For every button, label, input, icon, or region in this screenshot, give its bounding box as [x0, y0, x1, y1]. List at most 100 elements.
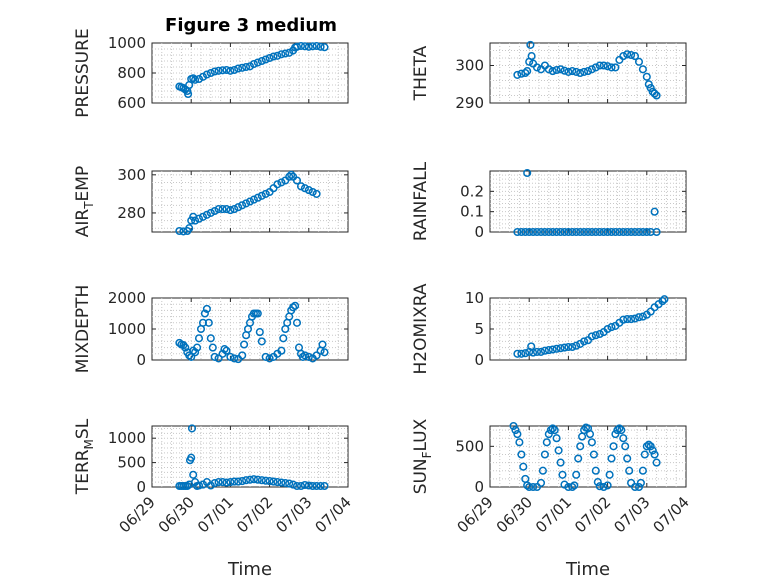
grid — [152, 298, 348, 360]
data-series — [175, 424, 329, 491]
data-point — [292, 176, 302, 185]
y-axis-label: TERRMSL — [73, 418, 96, 495]
data-point — [607, 227, 616, 237]
data-point — [175, 338, 184, 347]
data-point — [648, 446, 657, 455]
data-point — [536, 478, 546, 487]
data-series — [175, 301, 329, 364]
data-point — [292, 481, 302, 491]
data-point — [304, 352, 313, 361]
grid — [152, 171, 348, 232]
data-point — [556, 65, 565, 74]
data-point — [312, 481, 321, 491]
data-point — [642, 442, 651, 451]
data-point — [623, 50, 632, 59]
data-point — [249, 59, 258, 69]
data-point — [564, 342, 573, 352]
data-point — [261, 189, 270, 198]
data-point — [513, 227, 522, 237]
data-point — [289, 480, 298, 489]
data-point — [623, 454, 632, 463]
data-point — [320, 348, 329, 357]
data-point — [226, 206, 235, 215]
data-point — [517, 349, 526, 358]
data-point — [591, 331, 600, 340]
data-point — [580, 67, 589, 76]
data-point — [509, 421, 518, 431]
data-point — [542, 438, 551, 447]
data-point — [536, 347, 546, 356]
data-point — [634, 227, 644, 237]
data-point — [511, 426, 520, 435]
data-point — [300, 184, 309, 193]
data-point — [634, 57, 644, 66]
data-point — [609, 442, 618, 451]
data-point — [513, 70, 522, 79]
data-point — [558, 470, 567, 479]
data-point — [572, 341, 581, 350]
figure-title: Figure 3 medium — [165, 15, 337, 36]
data-point — [617, 426, 626, 435]
data-point — [296, 41, 306, 51]
axes-5: 0 1000 2000 MIXDEPTH — [73, 285, 349, 373]
y-tick-label: 0 — [136, 351, 146, 369]
data-point — [529, 227, 538, 237]
data-point — [261, 55, 270, 64]
data-point — [238, 201, 247, 210]
y-tick-label: 0.2 — [460, 182, 484, 200]
x-tick-label: 06/29 — [116, 493, 159, 536]
data-point — [595, 482, 604, 491]
data-point — [193, 343, 202, 352]
data-point — [576, 442, 585, 451]
data-point — [218, 66, 227, 75]
data-point — [308, 187, 317, 197]
data-point — [308, 42, 317, 51]
data-point — [556, 458, 565, 467]
data-point — [611, 430, 620, 439]
data-point — [636, 478, 645, 487]
data-point — [242, 199, 251, 208]
data-point — [580, 337, 589, 346]
y-tick-label: 300 — [455, 57, 484, 75]
y-tick-label: 800 — [117, 64, 146, 82]
data-point — [517, 450, 526, 459]
data-point — [605, 470, 614, 479]
data-point — [615, 424, 624, 433]
data-point — [552, 227, 561, 237]
data-point — [595, 227, 604, 237]
data-point — [285, 479, 294, 488]
data-point — [591, 466, 600, 475]
data-point — [556, 227, 565, 237]
data-point — [316, 42, 325, 51]
data-point — [619, 434, 628, 443]
data-point — [525, 482, 534, 492]
data-point — [546, 426, 555, 435]
data-point — [554, 446, 563, 455]
x-tick-label: 07/03 — [610, 493, 653, 536]
data-point — [238, 351, 247, 360]
data-point — [261, 352, 270, 361]
data-point — [564, 67, 573, 76]
data-point — [572, 67, 581, 76]
data-point — [296, 182, 306, 191]
data-point — [255, 328, 264, 337]
data-point — [587, 332, 596, 341]
data-point — [277, 50, 286, 59]
data-point — [253, 193, 262, 202]
data-point — [658, 297, 667, 306]
x-tick-label: 07/01 — [532, 493, 575, 536]
data-point — [585, 430, 595, 439]
data-point — [253, 475, 262, 484]
data-point — [625, 466, 634, 475]
data-point — [627, 227, 636, 237]
data-point — [529, 348, 538, 357]
data-point — [300, 351, 309, 360]
data-point — [214, 66, 223, 75]
data-point — [526, 40, 535, 49]
data-point — [312, 189, 321, 198]
data-point — [296, 481, 306, 491]
data-point — [277, 478, 286, 487]
data-point — [261, 476, 270, 485]
data-point — [568, 482, 577, 492]
data-series — [175, 170, 321, 236]
